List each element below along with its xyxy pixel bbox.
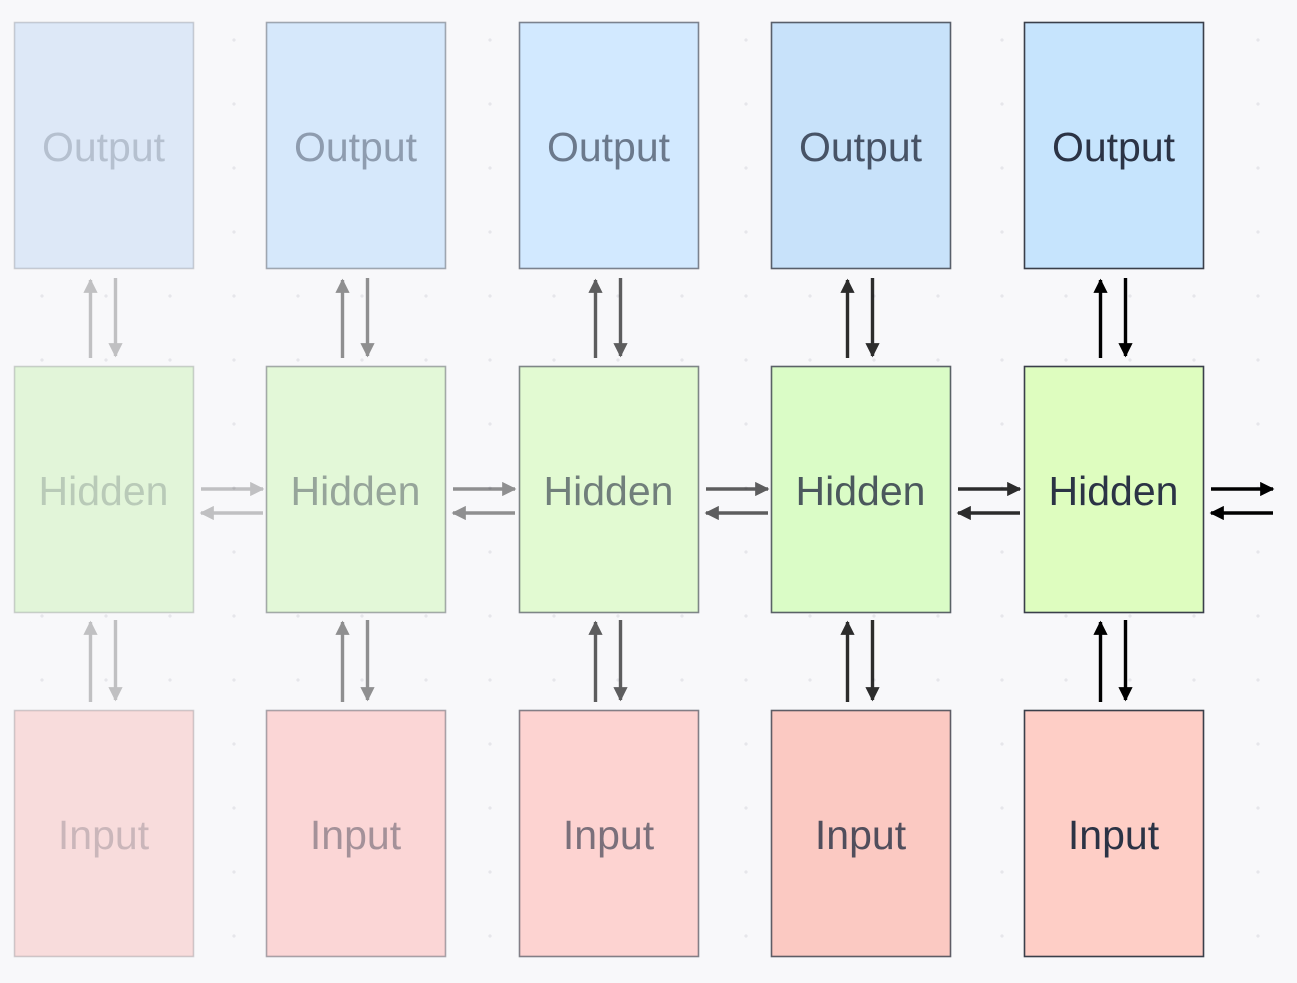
output-label: Output: [799, 124, 923, 170]
column-5: Output Hidden Input: [1023, 21, 1275, 958]
column-2: Output Hidden Input: [265, 21, 517, 958]
hidden-label: Hidden: [1049, 468, 1179, 514]
hidden-box: [518, 365, 700, 614]
output-box: [1023, 21, 1205, 270]
input-box: [1023, 709, 1205, 958]
output-box: [265, 21, 447, 270]
column-1: Output Hidden Input: [13, 21, 265, 958]
output-label: Output: [42, 124, 166, 170]
output-box: [13, 21, 195, 270]
hidden-label: Hidden: [291, 468, 421, 514]
output-label: Output: [1052, 124, 1176, 170]
input-box: [265, 709, 447, 958]
output-label: Output: [547, 124, 671, 170]
input-label: Input: [1068, 812, 1160, 858]
hidden-label: Hidden: [544, 468, 674, 514]
input-label: Input: [815, 812, 907, 858]
column-3: Output Hidden Input: [518, 21, 770, 958]
input-label: Input: [58, 812, 150, 858]
hidden-label: Hidden: [39, 468, 169, 514]
output-box: [518, 21, 700, 270]
output-box: [770, 21, 952, 270]
input-box: [13, 709, 195, 958]
input-box: [770, 709, 952, 958]
hidden-box: [13, 365, 195, 614]
input-label: Input: [563, 812, 655, 858]
output-label: Output: [294, 124, 418, 170]
input-box: [518, 709, 700, 958]
hidden-label: Hidden: [796, 468, 926, 514]
hidden-box: [1023, 365, 1205, 614]
hidden-box: [770, 365, 952, 614]
input-label: Input: [310, 812, 402, 858]
hidden-box: [265, 365, 447, 614]
column-4: Output Hidden Input: [770, 21, 1022, 958]
